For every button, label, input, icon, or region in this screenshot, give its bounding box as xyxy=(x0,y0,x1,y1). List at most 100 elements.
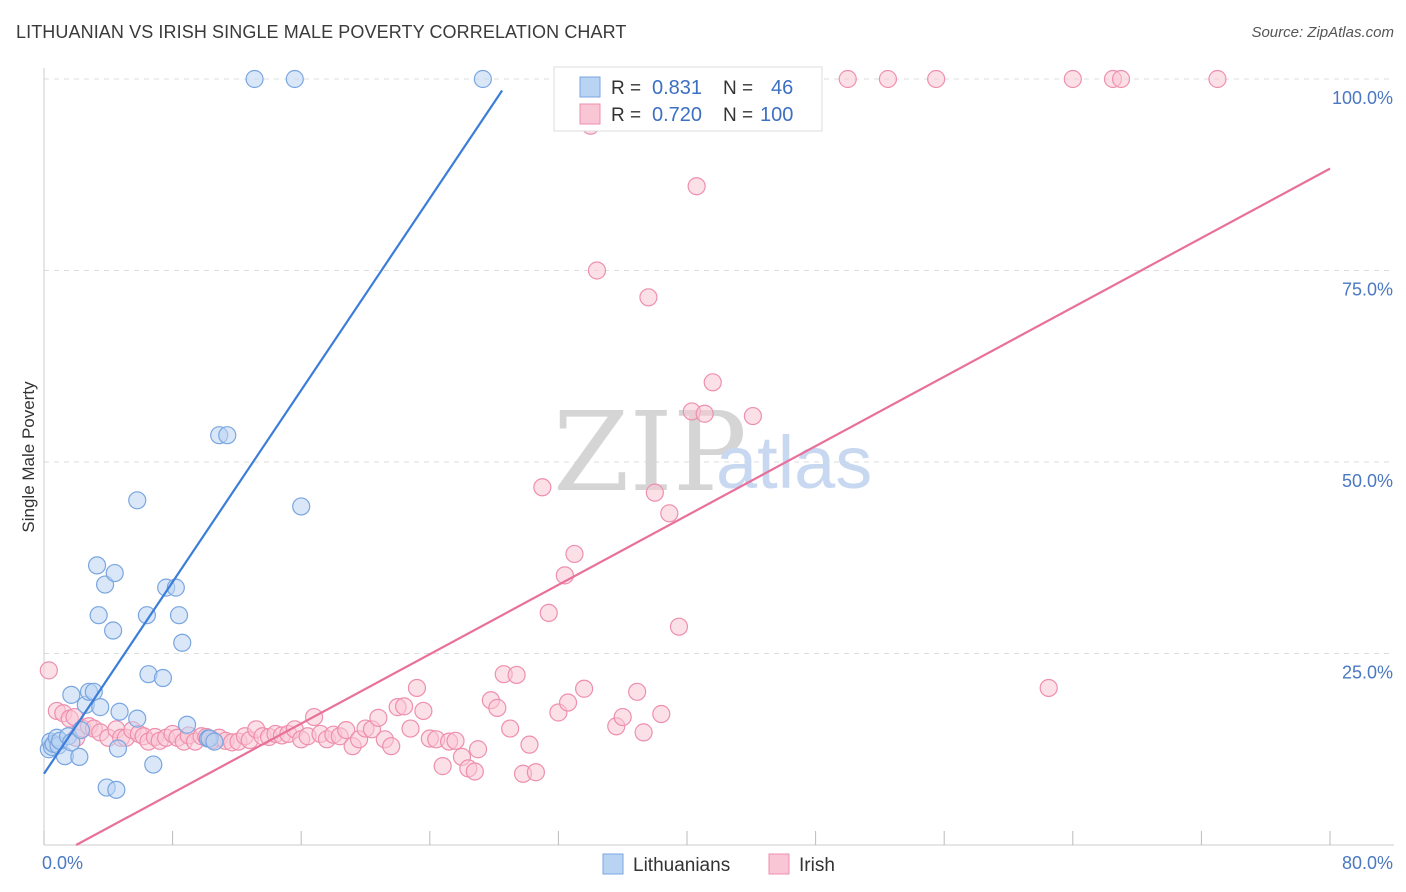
irish-point xyxy=(414,701,433,721)
trend-lines xyxy=(43,89,1331,846)
bottom-legend-label-lithuanians: Lithuanians xyxy=(633,855,730,876)
legend-swatch-irish xyxy=(579,103,601,125)
lithuanian-point xyxy=(137,606,156,625)
bottom-legend: Lithuanians Irish xyxy=(602,853,835,876)
chart-source: Source: ZipAtlas.com xyxy=(1251,24,1394,41)
irish-point xyxy=(645,483,664,502)
irish-point xyxy=(587,261,607,280)
irish-point xyxy=(465,762,484,781)
irish-point xyxy=(565,544,584,564)
irish-point xyxy=(634,723,653,742)
irish-point xyxy=(695,404,714,423)
bottom-legend-swatch-lithuanians xyxy=(602,853,624,875)
y-axis-title: Single Male Poverty xyxy=(19,381,38,533)
lithuanian-point xyxy=(108,739,128,758)
lithuanian-point xyxy=(177,715,197,734)
legend-r-value-1: 0.831 xyxy=(652,77,702,99)
x-tick-label-min: 0.0% xyxy=(42,853,83,873)
x-tick-label-max: 80.0% xyxy=(1342,853,1393,873)
legend-n-value-1: 46 xyxy=(771,77,793,99)
irish-point xyxy=(878,69,898,89)
irish-point xyxy=(539,603,558,623)
lithuanian-point xyxy=(110,702,129,721)
lithuanian-point xyxy=(144,755,163,774)
irish-point xyxy=(488,698,507,717)
irish-point xyxy=(337,720,356,740)
lithuanian-point xyxy=(169,606,189,625)
legend-n-label-2: N = xyxy=(723,105,753,126)
y-tick-label: 75.0% xyxy=(1342,280,1393,300)
legend-r-label-1: R = xyxy=(611,78,641,99)
lithuanian-point xyxy=(153,668,173,688)
lithuanian-point xyxy=(62,685,81,704)
irish-point xyxy=(639,288,658,307)
lithuanian-point xyxy=(107,780,126,799)
lithuanian-point xyxy=(173,633,192,652)
lithuanian-point xyxy=(205,732,224,751)
irish-point xyxy=(39,661,58,680)
irish-point xyxy=(660,504,679,523)
irish-point xyxy=(703,373,722,392)
irish-point xyxy=(838,69,857,89)
irish-point xyxy=(743,406,763,426)
axes: 25.0% 50.0% 75.0% 100.0% 0.0% 80.0% xyxy=(42,68,1394,873)
legend-swatch-lithuanians xyxy=(579,76,601,98)
irish-point xyxy=(526,763,545,782)
legend-n-value-2: 100 xyxy=(760,104,793,126)
chart-title: LITHUANIAN VS IRISH SINGLE MALE POVERTY … xyxy=(16,22,627,42)
data-points xyxy=(39,69,1227,799)
irish-point xyxy=(1063,69,1082,89)
irish-point xyxy=(382,737,401,756)
irish-point xyxy=(613,707,632,727)
watermark-atlas: atlas xyxy=(716,421,872,504)
irish-point xyxy=(468,740,488,759)
lithuanian-point xyxy=(87,556,107,575)
stats-legend: R = 0.831 N = 46 R = 0.720 N = 100 xyxy=(553,66,823,132)
irish-point xyxy=(628,682,647,701)
lithuanian-point xyxy=(473,69,492,89)
irish-point xyxy=(433,757,452,776)
y-tick-label: 100.0% xyxy=(1332,88,1393,108)
lithuanian-point xyxy=(70,747,89,767)
legend-n-label-1: N = xyxy=(723,78,753,99)
lithuanian-point xyxy=(105,563,124,583)
lithuanian-point xyxy=(91,698,110,717)
y-tick-label: 25.0% xyxy=(1342,663,1393,683)
lithuanian-point xyxy=(89,606,108,625)
lithuanian-point xyxy=(285,69,304,89)
legend-r-value-2: 0.720 xyxy=(652,104,702,126)
irish-point xyxy=(507,665,526,685)
grid xyxy=(44,78,1392,654)
lithuanian-point xyxy=(71,720,91,740)
lithuanian-point xyxy=(292,497,311,516)
y-tick-label: 50.0% xyxy=(1342,471,1393,491)
irish-point xyxy=(1208,69,1227,89)
legend-r-label-2: R = xyxy=(611,105,641,126)
irish-point xyxy=(394,697,414,716)
lithuanian-trend-line xyxy=(43,89,504,775)
irish-point xyxy=(407,678,427,698)
bottom-legend-swatch-irish xyxy=(768,853,790,875)
bottom-legend-label-irish: Irish xyxy=(799,855,835,876)
lithuanian-point xyxy=(218,426,237,445)
irish-point xyxy=(533,478,552,497)
lithuanian-point xyxy=(128,491,147,510)
irish-point xyxy=(401,719,420,738)
irish-point xyxy=(501,719,520,738)
irish-point xyxy=(558,693,578,712)
irish-point xyxy=(669,617,689,636)
irish-point xyxy=(520,735,539,754)
irish-point xyxy=(1111,69,1131,89)
irish-point xyxy=(1039,678,1058,698)
irish-point xyxy=(687,177,706,196)
irish-point xyxy=(575,679,594,698)
watermark: ZIP atlas xyxy=(553,388,872,516)
irish-point xyxy=(652,704,671,724)
lithuanian-point xyxy=(104,621,123,640)
irish-point xyxy=(927,69,946,89)
lithuanian-point xyxy=(245,69,264,89)
irish-trend-line xyxy=(75,167,1331,846)
irish-point xyxy=(369,708,388,727)
irish-point xyxy=(446,731,465,750)
